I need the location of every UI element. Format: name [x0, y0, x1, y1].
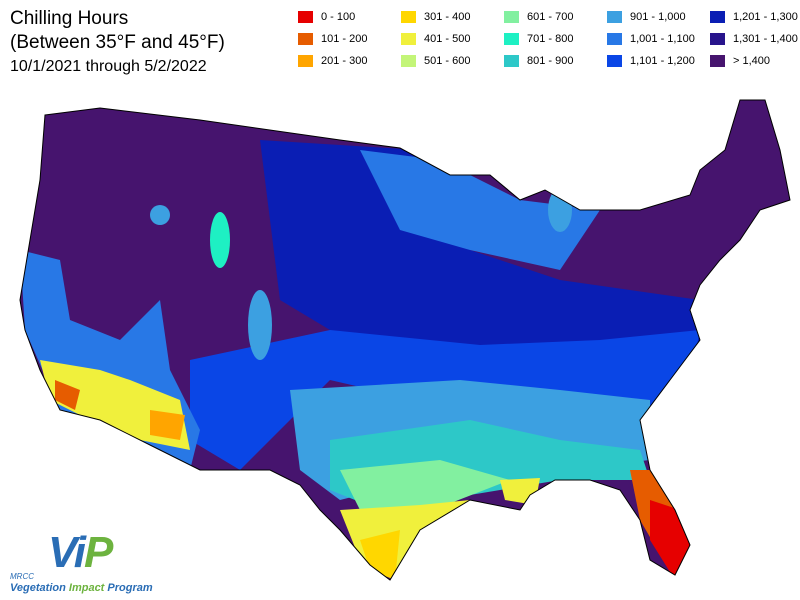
zone	[150, 410, 185, 440]
legend-entry: 301 - 400	[401, 11, 470, 23]
logo-letter: V	[48, 528, 76, 577]
legend-label: 901 - 1,000	[630, 11, 686, 23]
legend-entry: 801 - 900	[504, 55, 573, 67]
legend-swatch	[298, 11, 313, 23]
legend-swatch	[607, 33, 622, 45]
zone	[340, 460, 510, 515]
zone	[260, 140, 720, 380]
legend-label: 1,301 - 1,400	[733, 33, 798, 45]
legend-entry: 501 - 600	[401, 55, 470, 67]
legend-label: 401 - 500	[424, 33, 471, 45]
logo-word: Impact	[68, 582, 105, 594]
legend-label: 201 - 300	[321, 55, 368, 67]
legend-entry: 901 - 1,000	[607, 11, 686, 23]
legend-swatch	[504, 33, 519, 45]
legend-label: 1,201 - 1,300	[733, 11, 798, 23]
legend-label: 1,101 - 1,200	[630, 55, 695, 67]
zone	[210, 212, 230, 268]
legend-swatch	[710, 11, 725, 23]
legend-label: 301 - 400	[424, 11, 471, 23]
logo-letter: P	[83, 528, 113, 577]
legend-swatch	[298, 55, 313, 67]
logo-word: Program	[107, 582, 153, 594]
map-title: Chilling Hours	[10, 8, 129, 29]
legend-swatch	[607, 55, 622, 67]
zone	[248, 290, 272, 360]
legend-swatch	[298, 33, 313, 45]
zone	[650, 500, 690, 580]
legend-swatch	[401, 55, 416, 67]
legend-label: 701 - 800	[527, 33, 574, 45]
legend-swatch	[401, 11, 416, 23]
legend-label: 101 - 200	[321, 33, 368, 45]
legend-entry: > 1,400	[710, 55, 770, 67]
legend-label: 501 - 600	[424, 55, 471, 67]
legend-entry: 401 - 500	[401, 33, 470, 45]
legend-entry: 1,201 - 1,300	[710, 11, 798, 23]
legend-entry: 0 - 100	[298, 11, 355, 23]
legend-entry: 1,001 - 1,100	[607, 33, 695, 45]
legend-label: > 1,400	[733, 55, 771, 67]
legend-label: 601 - 700	[527, 11, 574, 23]
legend-entry: 1,301 - 1,400	[710, 33, 798, 45]
logo-word: Vegetation	[10, 582, 66, 594]
logo-mark: ViP	[48, 528, 113, 578]
legend-entry: 601 - 700	[504, 11, 573, 23]
legend-entry: 1,101 - 1,200	[607, 55, 695, 67]
legend-label: 0 - 100	[321, 11, 356, 23]
legend-entry: 201 - 300	[298, 55, 367, 67]
zone	[55, 380, 80, 410]
legend-entry: 701 - 800	[504, 33, 573, 45]
logo-org: MRCC	[10, 572, 34, 581]
logo-letter: i	[73, 528, 86, 577]
map-subtitle: (Between 35°F and 45°F)	[10, 32, 225, 53]
legend-swatch	[401, 33, 416, 45]
legend-swatch	[710, 55, 725, 67]
legend-swatch	[710, 33, 725, 45]
legend-label: 1,001 - 1,100	[630, 33, 695, 45]
zone	[360, 150, 600, 270]
legend-swatch	[504, 55, 519, 67]
logo-name: Vegetation Impact Program	[10, 582, 153, 594]
zone	[548, 188, 572, 232]
date-range: 10/1/2021 through 5/2/2022	[10, 58, 207, 75]
zone	[150, 205, 170, 225]
legend-swatch	[504, 11, 519, 23]
legend-entry: 101 - 200	[298, 33, 367, 45]
legend-swatch	[607, 11, 622, 23]
legend-label: 801 - 900	[527, 55, 574, 67]
